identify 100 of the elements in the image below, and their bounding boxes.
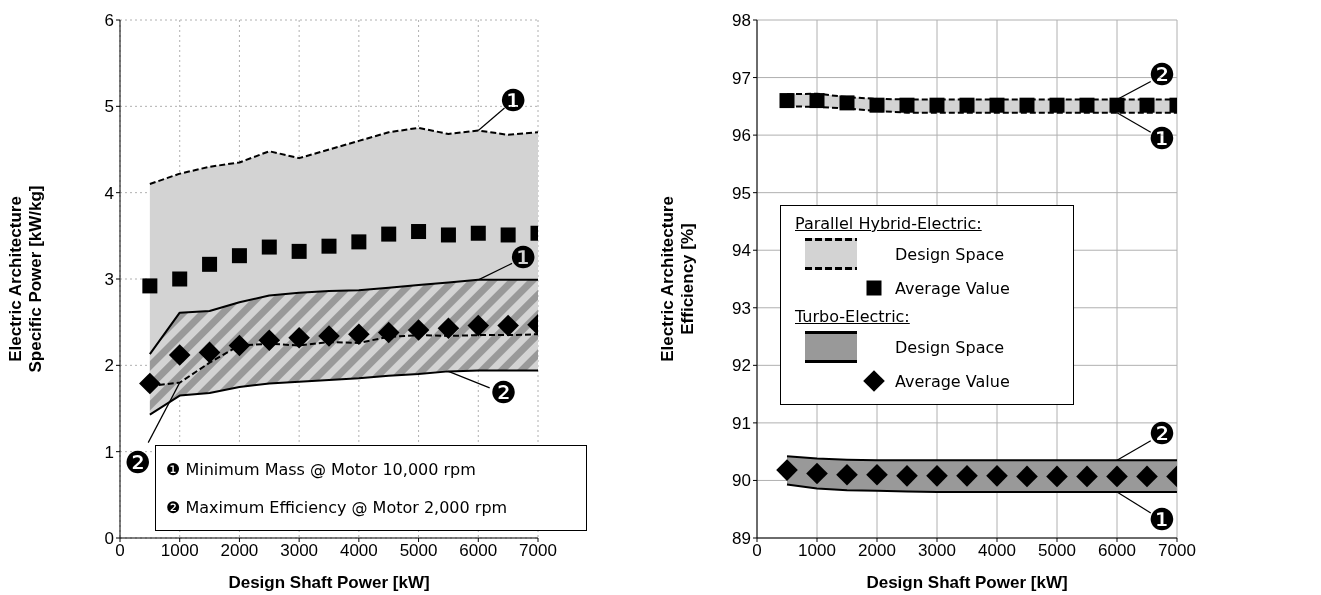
point [1019, 97, 1035, 113]
point [198, 341, 221, 364]
legend-label: Average Value [895, 371, 1010, 391]
x-tick-label: 6000 [1098, 541, 1136, 561]
point [1136, 465, 1158, 488]
point [869, 97, 885, 113]
point [1079, 97, 1095, 113]
x-tick-label: 5000 [1038, 541, 1076, 561]
y-tick-label: 5 [104, 97, 114, 117]
point [258, 329, 281, 352]
point [1046, 465, 1068, 488]
y-tick-label: 92 [732, 356, 751, 376]
x-tick-label: 4000 [978, 541, 1016, 561]
x-tick-label: 3000 [918, 541, 956, 561]
legend-label: Design Space [895, 244, 1005, 264]
point [318, 325, 340, 347]
y-tick-label: 91 [732, 413, 751, 433]
annotation: ❷ Maximum Efficiency @ Motor 2,000 rpm [166, 496, 509, 519]
point [407, 319, 430, 341]
point [497, 314, 519, 337]
point [231, 248, 247, 264]
y-tick-label: 90 [732, 471, 751, 491]
point [836, 463, 858, 486]
point [288, 326, 310, 349]
point [470, 225, 486, 241]
point [381, 226, 397, 242]
x-tick-label: 3000 [280, 541, 319, 561]
point [1049, 97, 1065, 113]
point [172, 271, 188, 287]
y-tick-label: 3 [104, 270, 114, 290]
x-tick-label: 5000 [399, 541, 438, 561]
y-tick-label: 2 [104, 356, 114, 376]
point [440, 227, 456, 243]
point [321, 238, 337, 254]
point [411, 224, 427, 240]
annotation: ❷ [489, 375, 517, 411]
y-tick-label: 4 [104, 183, 114, 203]
x-tick-label: 4000 [339, 541, 378, 561]
point [809, 93, 825, 109]
annotation: ❶ Minimum Mass @ Motor 10,000 rpm [166, 458, 477, 481]
y-tick-label: 1 [104, 442, 114, 462]
y-tick-label: 95 [732, 183, 751, 203]
point [291, 243, 307, 259]
x-axis-title: Design Shaft Power [kW] [228, 573, 430, 592]
y-tick-label: 94 [732, 241, 751, 261]
point [377, 321, 400, 344]
point [899, 97, 915, 113]
annotation: ❶ [509, 239, 537, 275]
point [139, 372, 161, 395]
annotation: ❷ [124, 444, 152, 480]
x-tick-label: 1000 [798, 541, 836, 561]
point [959, 97, 975, 113]
point [437, 317, 460, 340]
annotation: Parallel Hybrid-Electric: [795, 214, 983, 233]
y-tick-label: 6 [104, 11, 114, 31]
annotation: Turbo-Electric: [795, 307, 911, 326]
y-axis-title: Electric Architecture Efficiency [%] [658, 196, 697, 362]
x-axis-title: Design Shaft Power [kW] [866, 573, 1068, 592]
point [348, 323, 370, 346]
key-box: ❶ Minimum Mass @ Motor 10,000 rpm ❷ Maximum Efficiency @ Motor 2,000 rpm [155, 445, 587, 531]
x-tick-label: 7000 [1158, 541, 1196, 561]
point [500, 227, 516, 243]
point [168, 344, 191, 366]
point [929, 97, 945, 113]
x-tick-label: 2000 [858, 541, 896, 561]
point [989, 97, 1005, 113]
y-tick-label: 96 [732, 126, 751, 146]
y-tick-label: 98 [732, 11, 751, 31]
legend-label: Average Value [895, 278, 1010, 298]
x-tick-label: 1000 [160, 541, 199, 561]
y-axis-title: Electric Architecture Specific Power [kW/kg] [6, 185, 45, 373]
point [228, 334, 251, 357]
annotation: ❶ [1148, 501, 1176, 537]
point [779, 93, 795, 109]
line-series [786, 483, 1177, 493]
point [467, 314, 490, 337]
point [351, 234, 367, 250]
y-tick-label: 89 [732, 529, 751, 549]
point [896, 465, 918, 487]
point [926, 465, 948, 487]
legend-label: Design Space [895, 337, 1005, 357]
point [1016, 465, 1038, 488]
point [202, 256, 218, 272]
line-series [148, 369, 538, 416]
point [839, 95, 855, 111]
point [866, 463, 888, 486]
annotation: ❷ [1148, 416, 1176, 452]
annotation: ❶ [499, 82, 527, 118]
point [1106, 465, 1128, 488]
point [986, 465, 1008, 487]
y-tick-label: 93 [732, 298, 751, 318]
point [1109, 97, 1125, 113]
point [776, 459, 798, 481]
point [1139, 97, 1155, 113]
point [806, 462, 828, 485]
annotation: ❷ [1148, 57, 1176, 93]
x-tick-label: 2000 [220, 541, 259, 561]
point [1076, 465, 1098, 488]
y-tick-label: 97 [732, 68, 751, 88]
point [956, 465, 978, 487]
